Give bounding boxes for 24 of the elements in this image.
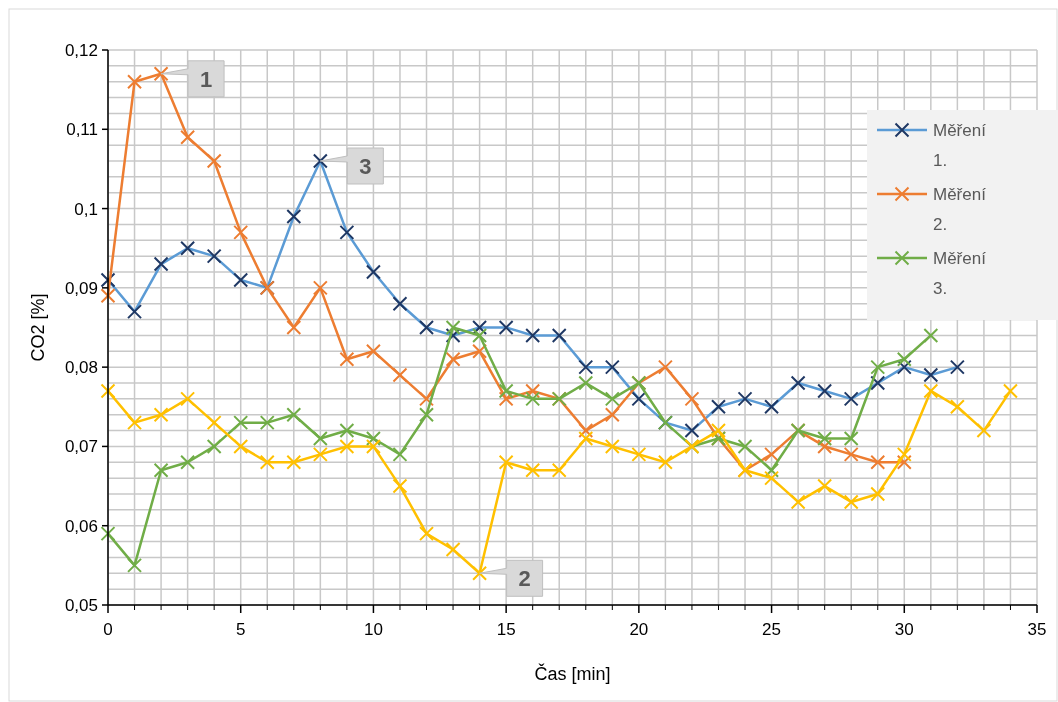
x-tick-label: 5 <box>235 620 246 639</box>
legend-label: Měření 3. <box>933 249 987 298</box>
x-tick-label: 0 <box>103 620 113 639</box>
y-axis-title: CO2 [%] <box>28 293 48 362</box>
legend-label: Měření 2. <box>933 185 987 234</box>
y-tick-label: 0,07 <box>64 437 98 457</box>
y-tick-label: 0,06 <box>64 516 98 536</box>
y-tick-label: 0,05 <box>64 596 98 615</box>
y-tick-label: 0,08 <box>64 358 98 378</box>
x-tick-label: 20 <box>629 620 649 639</box>
y-tick-label: 0,1 <box>74 199 98 219</box>
x-tick-label: 15 <box>496 620 516 639</box>
x-tick-label: 30 <box>894 620 914 639</box>
x-tick-label: 35 <box>1027 620 1047 639</box>
y-tick-label: 0,12 <box>64 41 98 60</box>
y-tick-label: 0,11 <box>66 120 98 140</box>
annotation: 2 <box>518 566 531 592</box>
x-tick-label: 10 <box>363 620 383 639</box>
x-tick-label: 25 <box>762 620 782 639</box>
legend-label: Měření 1. <box>933 121 987 170</box>
y-tick-label: 0,09 <box>64 278 98 298</box>
annotation: 1 <box>199 66 213 92</box>
annotation: 3 <box>359 154 372 179</box>
x-axis-title: Čas [min] <box>534 663 611 684</box>
